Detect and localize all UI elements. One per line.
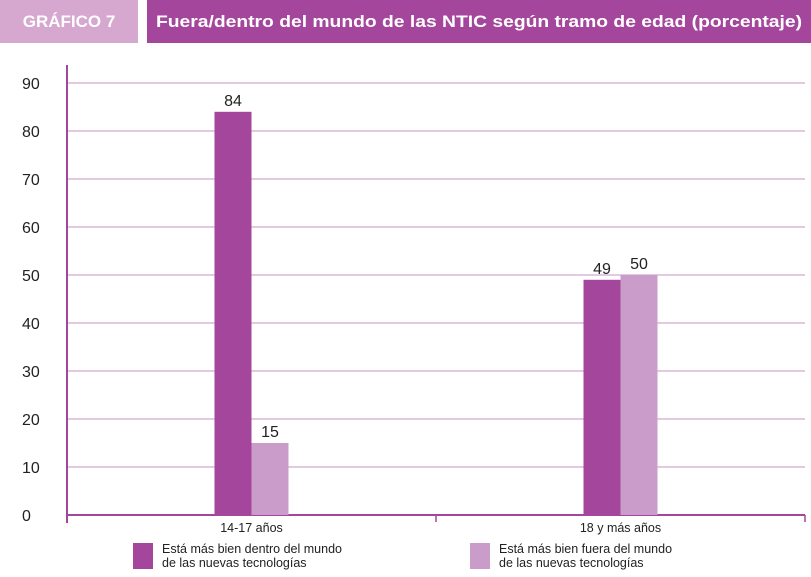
value-label: 84 [224, 93, 242, 110]
legend-swatch [470, 543, 490, 569]
y-tick-label: 60 [22, 220, 40, 237]
y-tick-label: 10 [22, 460, 40, 477]
legend-swatch [133, 543, 153, 569]
y-tick-label: 0 [22, 508, 31, 525]
value-label: 50 [630, 256, 648, 273]
y-tick-label: 80 [22, 124, 40, 141]
legend-label: Está más bien dentro del mundo de las nu… [162, 542, 342, 570]
label-box [0, 0, 138, 43]
y-tick-label: 20 [22, 412, 40, 429]
x-tick-label: 14-17 años [220, 521, 283, 535]
bar [583, 279, 621, 515]
y-tick-label: 40 [22, 316, 40, 333]
bar [214, 111, 252, 516]
y-tick-label: 90 [22, 76, 40, 93]
y-tick-label: 50 [22, 268, 40, 285]
value-label: 15 [261, 424, 279, 441]
title-box [147, 0, 811, 43]
y-tick-label: 30 [22, 364, 40, 381]
x-tick-label: 18 y más años [580, 521, 661, 535]
y-tick-label: 70 [22, 172, 40, 189]
bar [620, 275, 658, 515]
chart-title: Fuera/dentro del mundo de las NTIC según… [156, 12, 802, 31]
chart-label: GRÁFICO 7 [23, 12, 116, 31]
legend-label: Está más bien fuera del mundo de las nue… [499, 542, 673, 570]
bar [251, 443, 289, 515]
value-label: 49 [593, 261, 611, 278]
